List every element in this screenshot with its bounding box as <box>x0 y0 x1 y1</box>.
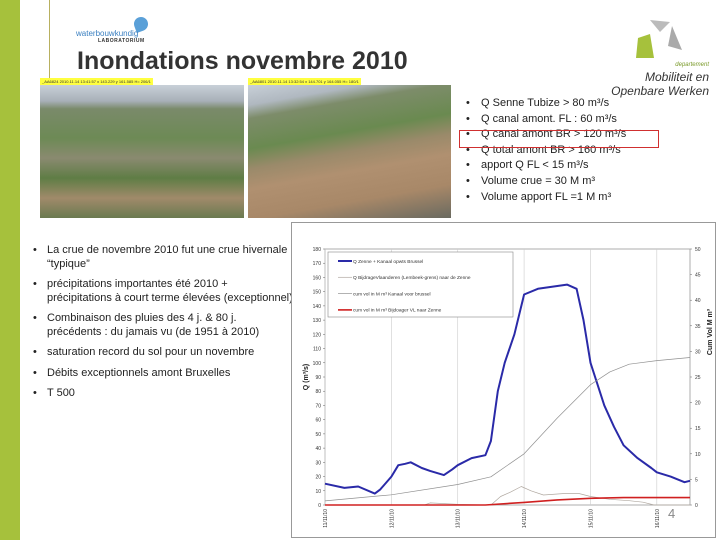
y2-tick-label: 45 <box>695 273 701 279</box>
accent-bar <box>0 0 20 540</box>
bullet: Débits exceptionnels amont Bruxelles <box>33 367 293 381</box>
y2-tick-label: 0 <box>695 503 698 509</box>
series-line <box>325 496 690 506</box>
logo-text: waterbouwkundig <box>76 29 139 38</box>
x-tick-label: 15/11/10 <box>588 509 594 528</box>
logo-dept: departement <box>675 62 709 68</box>
y2-tick-label: 30 <box>695 349 701 355</box>
aerial-photo-2: _AA6801 2010.11.14 13:32:54 x 144.701 y … <box>248 78 451 218</box>
y2-axis-label: Cum Vol M m³ <box>707 308 714 355</box>
aerial-photo-1: _AA6824 2010.11.14 13:41:57 x 143.229 y … <box>40 78 244 218</box>
y-tick-label: 130 <box>313 318 322 324</box>
y-tick-label: 160 <box>313 275 322 281</box>
y2-tick-label: 40 <box>695 298 701 304</box>
bullet: Volume crue = 30 M m³ <box>466 174 626 190</box>
y-tick-label: 60 <box>315 418 321 424</box>
x-tick-label: 16/11/10 <box>655 509 661 528</box>
discharge-bullets: Q Senne Tubize > 80 m³/s Q canal amont. … <box>466 96 626 205</box>
bullet: Q Senne Tubize > 80 m³/s <box>466 96 626 112</box>
y-tick-label: 120 <box>313 332 322 338</box>
logo-line2: Openbare Werken <box>611 84 709 98</box>
photo-caption: _AA6824 2010.11.14 13:41:57 x 143.229 y … <box>40 78 153 85</box>
x-tick-label: 11/11/10 <box>323 509 329 528</box>
highlight-box <box>459 130 659 148</box>
y-tick-label: 0 <box>318 503 321 509</box>
mow-logo: departement Mobiliteit en Openbare Werke… <box>605 18 715 98</box>
logo-line1: Mobiliteit en <box>644 70 709 84</box>
y-tick-label: 90 <box>315 375 321 381</box>
y-tick-label: 150 <box>313 290 322 296</box>
y2-tick-label: 35 <box>695 324 701 330</box>
bullet: Q canal amont BR > 120 m³/s <box>466 127 626 143</box>
legend-label: cum vol in M m³ Bijdoager VL naar Zenne <box>353 308 442 314</box>
photo-image <box>248 85 451 218</box>
x-tick-label: 13/11/10 <box>456 509 462 528</box>
legend-box <box>327 251 514 318</box>
bullet: Q canal amont. FL : 60 m³/s <box>466 112 626 128</box>
photo-image <box>40 85 244 218</box>
bullet: Volume apport FL =1 M m³ <box>466 190 626 206</box>
chart-svg: 11/11/10 12/11/10 13/11/10 14/11/10 15/11/10… <box>303 247 714 528</box>
bullet: apport Q FL < 15 m³/s <box>466 158 626 174</box>
y-tick-label: 50 <box>315 432 321 438</box>
legend-label: Q BijdrageVlaanderen (Lembeek-grens) naa… <box>353 275 471 281</box>
bullet: saturation record du sol pour un novembr… <box>33 346 293 360</box>
y2-tick-label: 5 <box>695 477 698 483</box>
photo-caption: _AA6801 2010.11.14 13:32:54 x 144.701 y … <box>248 78 361 85</box>
y-tick-label: 170 <box>313 261 322 267</box>
bullet: Q total amont BR > 160 m³/s <box>466 143 626 159</box>
series-line <box>324 283 691 495</box>
y2-tick-label: 10 <box>695 452 701 458</box>
y2-tick-label: 25 <box>695 375 701 381</box>
y-tick-label: 70 <box>315 403 321 409</box>
y-tick-label: 10 <box>315 489 321 495</box>
x-tick-label: 12/11/10 <box>389 509 395 528</box>
y2-tick-label: 15 <box>695 426 701 432</box>
series-line <box>324 357 691 502</box>
bullet: Combinaison des pluies des 4 j. & 80 j. … <box>33 312 293 339</box>
hydrograph-chart: 11/11/10 12/11/10 13/11/10 14/11/10 15/11/10… <box>291 222 716 538</box>
slide-title: Inondations novembre 2010 <box>77 47 408 75</box>
description-bullets: La crue de novembre 2010 fut une crue hi… <box>33 244 293 408</box>
y-tick-label: 100 <box>313 361 322 367</box>
bullet: La crue de novembre 2010 fut une crue hi… <box>33 244 293 271</box>
bullet: précipitations importantes été 2010 + pr… <box>33 278 293 305</box>
y-axis-label: Q (m³/s) <box>303 364 310 390</box>
y-tick-label: 30 <box>315 460 321 466</box>
logo-subtext: LABORATORIUM <box>98 38 145 44</box>
divider-line <box>49 0 50 78</box>
x-tick-label: 14/11/10 <box>522 509 528 528</box>
waterbouwkundig-logo: waterbouwkundig LABORATORIUM <box>76 15 166 47</box>
y-tick-label: 180 <box>313 247 322 253</box>
y-tick-label: 140 <box>313 304 322 310</box>
y2-tick-label: 20 <box>695 401 701 407</box>
y2-tick-label: 50 <box>695 247 701 253</box>
mow-logo-icon <box>636 20 682 58</box>
y-tick-label: 110 <box>313 347 321 353</box>
bullet: T 500 <box>33 387 293 401</box>
page-number: 4 <box>668 506 676 521</box>
y-tick-label: 80 <box>315 389 321 395</box>
legend-label: Q Zenne + Kanaal opwts Brussel <box>353 259 423 265</box>
y-tick-label: 20 <box>315 475 321 481</box>
y-tick-label: 40 <box>315 446 321 452</box>
legend-label: cum vol in M m³ Kanaal voor brussel <box>353 291 431 297</box>
